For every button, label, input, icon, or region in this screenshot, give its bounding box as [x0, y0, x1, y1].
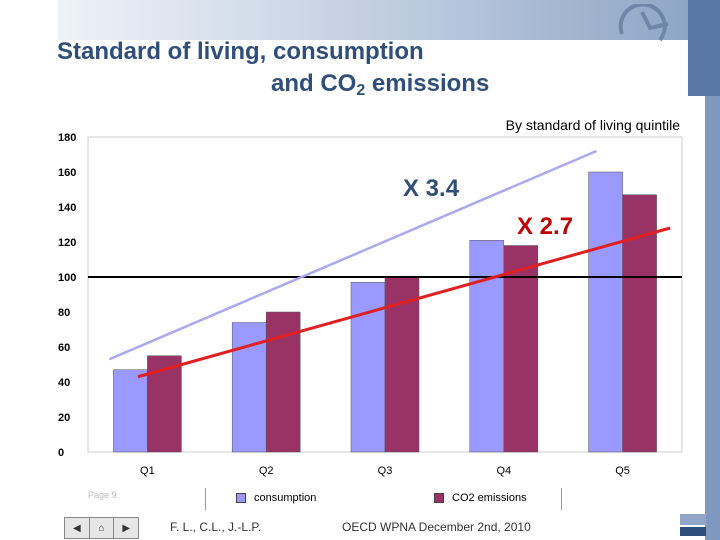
- page-number: Page 9: [88, 490, 117, 500]
- bar-consumption: [469, 240, 505, 453]
- legend-swatch-consumption: [236, 493, 246, 503]
- x-tick-label: Q5: [615, 465, 630, 477]
- title-line-2-suffix: emissions: [365, 70, 490, 97]
- x-tick-label: Q1: [140, 465, 155, 477]
- insee-logo-icon: [680, 514, 706, 536]
- bar-consumption: [588, 171, 623, 453]
- legend-label-co2: CO2 emissions: [452, 492, 527, 504]
- x-tick-label: Q3: [378, 465, 393, 477]
- legend-item-consumption: consumption: [236, 492, 316, 504]
- annotation-co2-ratio: X 2.7: [517, 213, 573, 240]
- y-tick-label: 120: [58, 237, 76, 249]
- home-icon[interactable]: ⌂: [90, 518, 115, 538]
- slide-navigation: ◀ ⌂ ▶: [64, 517, 139, 539]
- trend-line-consumption: [108, 149, 597, 361]
- next-arrow-icon[interactable]: ▶: [122, 522, 131, 534]
- y-tick-label: 20: [58, 412, 70, 424]
- y-tick-label: 100: [58, 272, 76, 284]
- bar-co2: [503, 245, 539, 453]
- legend-item-co2: CO2 emissions: [434, 492, 527, 504]
- y-tick-label: 40: [58, 377, 70, 389]
- corner-logo-icon: [618, 4, 669, 42]
- y-tick-label: 80: [58, 307, 70, 319]
- y-tick-label: 0: [58, 447, 64, 459]
- title-line-1: Standard of living, consumption: [57, 38, 424, 65]
- y-tick-label: 60: [58, 342, 70, 354]
- y-tick-label: 140: [58, 202, 76, 214]
- footer-event: OECD WPNA December 2nd, 2010: [342, 520, 531, 534]
- page-title: Standard of living, consumption and CO2 …: [57, 36, 489, 107]
- x-tick-label: Q4: [496, 465, 511, 477]
- y-tick-label: 160: [58, 167, 76, 179]
- title-line-2-prefix: and CO: [271, 70, 357, 97]
- legend-swatch-co2: [434, 493, 444, 503]
- legend-label-consumption: consumption: [254, 492, 317, 504]
- side-band: [688, 0, 720, 96]
- bar-consumption: [113, 369, 148, 453]
- annotation-consumption-ratio: X 3.4: [403, 175, 460, 202]
- side-band-lower: [705, 96, 720, 540]
- trend-line-co2: [137, 226, 671, 379]
- header-band: [58, 0, 688, 40]
- chart-subtitle: By standard of living quintile: [503, 117, 682, 133]
- footer-author: F. L., C.L., J.-L.P.: [170, 520, 262, 534]
- chart-legend: consumption CO2 emissions: [205, 488, 562, 510]
- y-tick-label: 180: [58, 132, 76, 144]
- title-line-2: and CO2 emissions: [57, 68, 489, 107]
- x-tick-label: Q2: [259, 465, 274, 477]
- bar-consumption: [231, 322, 267, 453]
- title-subscript: 2: [356, 82, 366, 99]
- prev-arrow-icon[interactable]: ◀: [65, 518, 90, 538]
